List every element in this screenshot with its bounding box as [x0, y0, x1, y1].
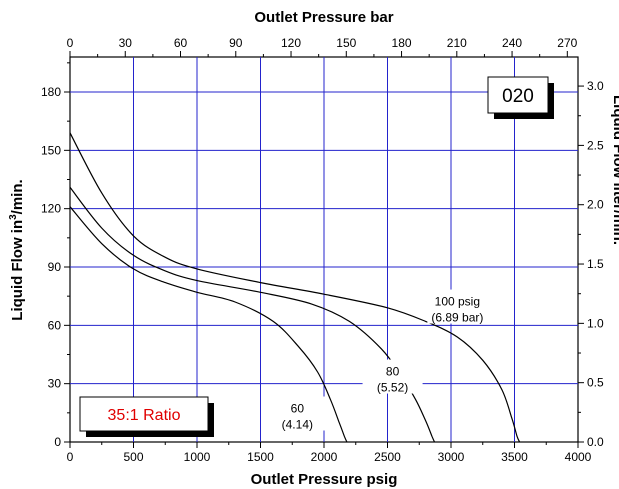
top-tick-label: 0	[67, 36, 74, 50]
left-tick-label: 90	[48, 260, 62, 274]
ratio-label: 35:1 Ratio	[108, 407, 181, 424]
curve-label-line2: (5.52)	[377, 381, 408, 395]
right-tick-label: 3.0	[587, 79, 604, 93]
bottom-tick-label: 1500	[247, 450, 274, 464]
top-axis-title: Outlet Pressure bar	[254, 9, 393, 26]
left-axis-title: Liquid Flow in3/min.	[8, 179, 26, 320]
top-tick-label: 180	[392, 36, 412, 50]
bottom-tick-label: 3000	[438, 450, 465, 464]
top-tick-label: 120	[281, 36, 301, 50]
top-tick-label: 270	[557, 36, 577, 50]
bottom-tick-label: 4000	[565, 450, 592, 464]
left-tick-label: 180	[41, 85, 61, 99]
bottom-tick-label: 2000	[311, 450, 338, 464]
left-axis-title-end: /min.	[9, 179, 26, 214]
right-tick-label: 0.5	[587, 376, 604, 390]
left-axis-title-main: Liquid Flow in	[9, 220, 26, 321]
bottom-tick-label: 500	[123, 450, 143, 464]
badge-label: 020	[502, 86, 534, 107]
left-tick-label: 60	[48, 318, 62, 332]
left-tick-label: 120	[41, 202, 61, 216]
curve-label-line2: (6.89 bar)	[431, 311, 483, 325]
right-tick-label: 1.5	[587, 257, 604, 271]
top-tick-label: 240	[502, 36, 522, 50]
left-tick-label: 150	[41, 143, 61, 157]
right-tick-label: 2.5	[587, 138, 604, 152]
right-tick-label: 0.0	[587, 435, 604, 449]
bottom-tick-label: 2500	[374, 450, 401, 464]
bottom-tick-label: 1000	[184, 450, 211, 464]
bottom-axis-title: Outlet Pressure psig	[251, 471, 398, 488]
right-tick-label: 2.0	[587, 198, 604, 212]
right-tick-label: 1.0	[587, 316, 604, 330]
curve-label-line1: 80	[386, 365, 400, 379]
top-tick-label: 150	[336, 36, 356, 50]
bottom-tick-label: 0	[67, 450, 74, 464]
top-tick-label: 30	[119, 36, 133, 50]
right-axis-title: Liquid Flow liter/min.	[610, 95, 619, 245]
bottom-tick-label: 3500	[501, 450, 528, 464]
curve-label-line1: 100 psig	[435, 295, 480, 309]
top-tick-label: 60	[174, 36, 188, 50]
top-tick-label: 210	[447, 36, 467, 50]
curve-label-line2: (4.14)	[282, 418, 313, 432]
left-tick-label: 30	[48, 377, 62, 391]
left-tick-label: 0	[54, 435, 61, 449]
curve-label-line1: 60	[291, 402, 305, 416]
top-tick-label: 90	[229, 36, 243, 50]
